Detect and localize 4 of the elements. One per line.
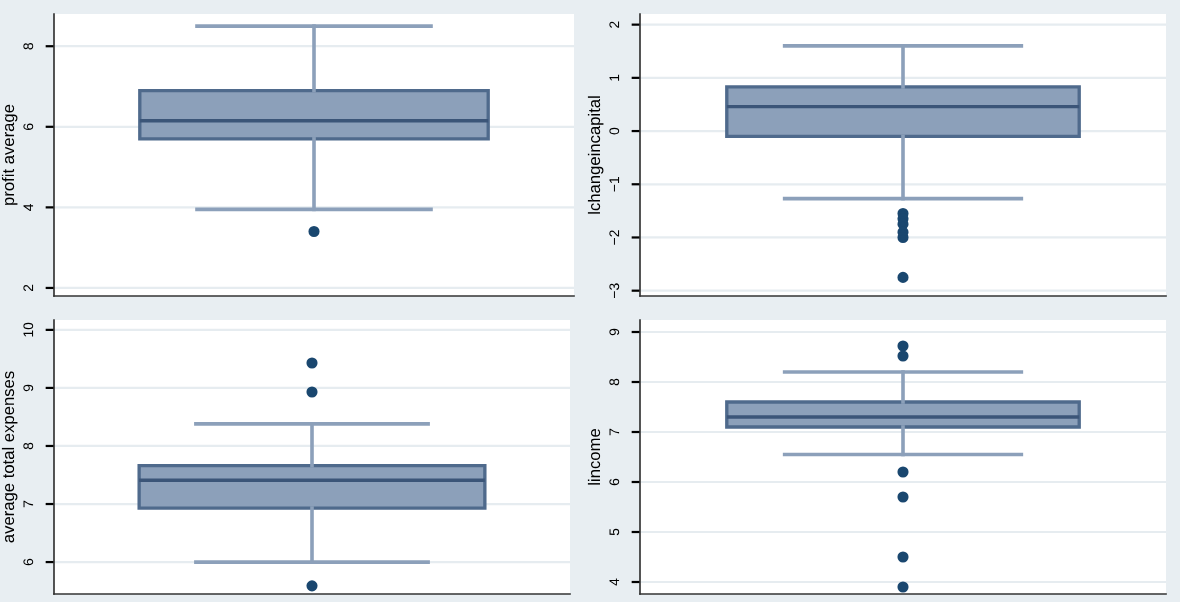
y-axis-title: lchangeincapital [587,96,604,214]
y-axis-title: profit average [1,104,18,205]
y-axis-title: lincome [587,429,601,485]
y-axis-title: average total expenses [1,371,18,543]
